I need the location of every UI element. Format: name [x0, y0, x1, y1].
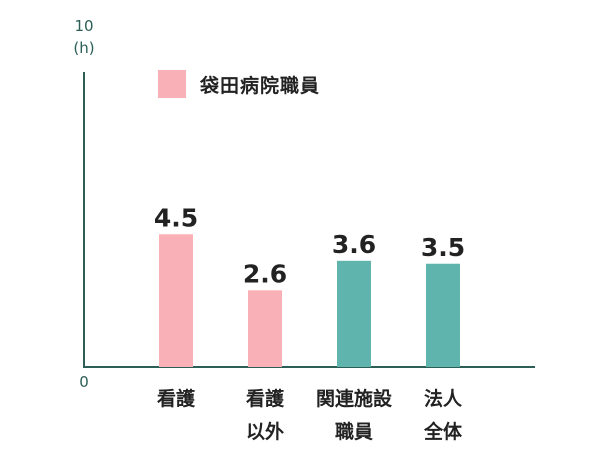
bar: [337, 260, 371, 367]
category-label: 看護: [245, 387, 285, 410]
category-label: 以外: [246, 420, 284, 443]
bar-value-label: 4.5: [154, 203, 198, 232]
legend: 袋田病院職員: [158, 70, 320, 98]
bar: [426, 263, 460, 367]
y-tick-label: 10: [74, 17, 93, 35]
category-label: 看護: [156, 387, 196, 410]
legend-label: 袋田病院職員: [200, 74, 321, 97]
category-label: 関連施設: [316, 387, 393, 410]
bar-value-label: 2.6: [243, 259, 287, 288]
category-label: 職員: [335, 420, 373, 443]
bar-value-label: 3.5: [421, 233, 465, 262]
category-label: 全体: [423, 420, 463, 443]
bar-value-label: 3.6: [332, 230, 376, 259]
bar: [159, 234, 193, 367]
legend-swatch: [158, 70, 186, 98]
chart-bars: [159, 234, 460, 367]
bar: [248, 290, 282, 367]
y-axis-unit: (h): [73, 39, 94, 57]
y-tick-label: 0: [79, 373, 89, 391]
category-label: 法人: [424, 387, 463, 410]
